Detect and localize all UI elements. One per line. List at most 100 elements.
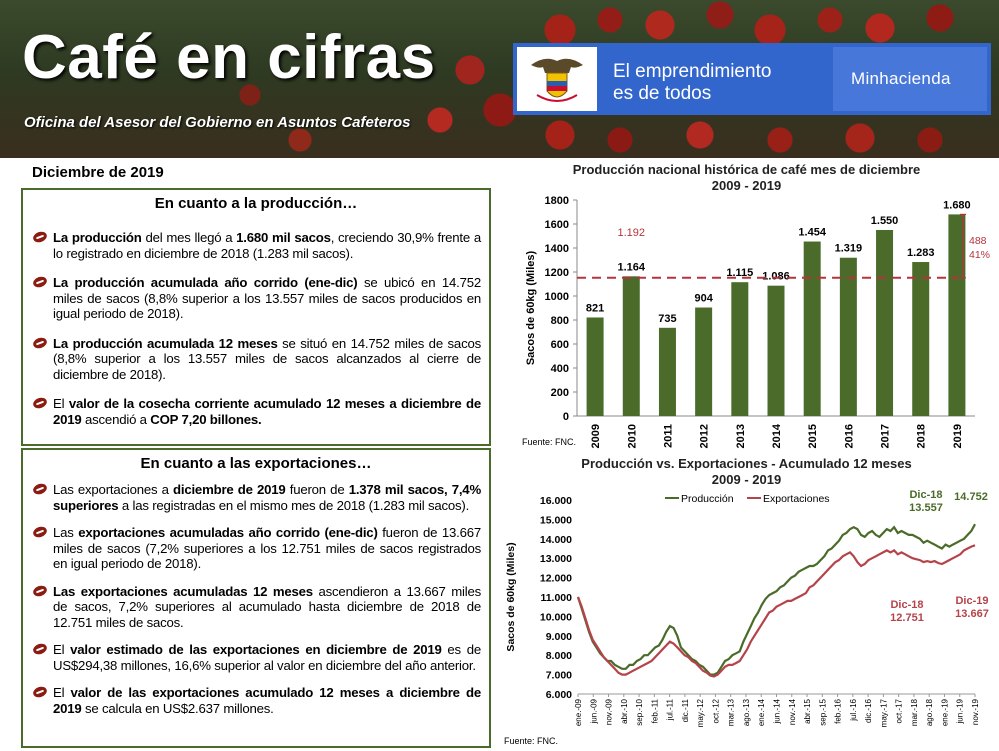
x-tick-label: nov.-19 (971, 698, 980, 725)
bar (767, 285, 785, 416)
bar (695, 307, 713, 416)
delta-percent-label: 41% (969, 249, 990, 261)
coffee-bean-icon (31, 229, 49, 245)
bar (622, 276, 640, 416)
exports-series-line (576, 544, 976, 678)
production-panel-title: En cuanto a la producción… (154, 195, 358, 212)
bar-chart: 0 200 400 600 800 1000 1200 1400 1600 1800 Sacos d… (525, 195, 990, 448)
coffee-bean-icon (31, 274, 49, 290)
x-tick-label: feb.-11 (650, 698, 659, 723)
coffee-bean-icon (31, 524, 49, 540)
bar-chart-source: Fuente: FNC. (522, 437, 577, 447)
bullet-item: La producción acumulada 12 meses se situ… (31, 335, 481, 383)
coffee-bean-icon (31, 684, 49, 700)
delta-value-label: 488 (969, 235, 987, 247)
y-axis-label: Sacos de 60kg (Miles) (505, 542, 517, 651)
x-tick-label: jun.-14 (773, 698, 782, 724)
bar-value-label: 735 (658, 313, 676, 325)
reference-line-label: 1.192 (618, 227, 646, 239)
annotation-label: Dic-19 (954, 488, 987, 490)
coffee-bean-icon (31, 481, 49, 497)
line-chart-title-text: Producción vs. Exportaciones - Acumulado… (581, 456, 912, 471)
x-tick-label: 2011 (662, 424, 674, 448)
bullet-item: Las exportaciones acumuladas año corrido… (31, 524, 481, 572)
bullet-emphasis: La producción (53, 230, 142, 245)
x-tick-label: ene.-19 (940, 698, 949, 726)
annotation-label: Dic-18 (890, 599, 923, 611)
annotation-label: Dic-19 (955, 595, 988, 607)
government-slogan: El emprendimiento es de todos (613, 61, 772, 104)
x-tick-label: jun.-19 (956, 698, 965, 724)
coffee-bean-icon (31, 583, 49, 598)
x-tick-label: dic.-16 (864, 698, 873, 723)
line-chart-source: Fuente: FNC. (504, 736, 559, 746)
y-axis-label: Sacos de 60kg (Miles) (525, 251, 537, 366)
exports-panel: En cuanto a las exportaciones… Las expor… (21, 448, 491, 748)
x-tick-label: jun.-09 (589, 698, 598, 724)
site-subtitle: Oficina del Asesor del Gobierno en Asunt… (24, 114, 411, 131)
coffee-bean-icon (31, 641, 49, 657)
production-series-line (576, 523, 976, 676)
bar (839, 257, 857, 416)
x-tick-label: ago.-13 (742, 698, 751, 726)
bullet-emphasis: diciembre de 2019 (173, 482, 286, 497)
production-panel: En cuanto a la producción… La producción… (21, 188, 491, 446)
bar-value-label: 1.164 (618, 261, 646, 273)
header-banner: Café en cifras Oficina del Asesor del Go… (0, 0, 999, 158)
exports-panel-title: En cuanto a las exportaciones… (140, 455, 372, 472)
x-tick-label: jul.-11 (666, 698, 675, 721)
bullet-emphasis: valor de las exportaciones acumulado 12 … (53, 685, 481, 716)
production-list: La producción del mes llegó a 1.680 mil … (23, 229, 489, 427)
x-tick-label: oct.-17 (895, 698, 904, 723)
x-tick-label: 2015 (807, 424, 819, 448)
ministry-name: Minhacienda (851, 69, 951, 88)
bar (912, 262, 930, 416)
annotation-label: Dic-18 (909, 489, 942, 501)
ministry-badge: Minhacienda (833, 47, 987, 111)
bar (876, 230, 894, 416)
y-tick-label: 15.000 (540, 514, 572, 526)
x-tick-label: 2018 (916, 424, 928, 448)
bullet-emphasis: 1.680 mil sacos (236, 230, 331, 245)
x-tick-label: 2010 (626, 424, 638, 448)
bullet-emphasis: COP 7,20 billones. (150, 411, 262, 427)
annotation-value: 13.667 (955, 608, 989, 620)
y-tick-label: 16.000 (540, 495, 572, 507)
y-tick-label: 800 (551, 315, 569, 327)
x-tick-label: nov.-09 (605, 698, 614, 725)
bullet-item: Las exportaciones a diciembre de 2019 fu… (31, 481, 481, 513)
bullet-item: La producción del mes llegó a 1.680 mil … (31, 229, 481, 261)
bullet-item: El valor de la cosecha corriente acumula… (31, 395, 481, 427)
bullet-emphasis: La producción acumulada año corrido (ene… (53, 275, 358, 290)
annotation-value: 14.752 (954, 491, 988, 503)
bar (731, 282, 749, 416)
line-chart-subtitle: 2009 - 2019 (711, 472, 782, 487)
line-chart-title: Producción vs. Exportaciones - Acumulado… (500, 456, 993, 488)
x-tick-label: ene.-14 (757, 698, 766, 726)
y-tick-label: 10.000 (540, 611, 572, 623)
x-tick-label: oct.-12 (711, 698, 720, 723)
coat-of-arms-icon (517, 47, 597, 111)
bullet-emphasis: Las exportaciones acumuladas 12 meses (53, 583, 313, 599)
bar (948, 214, 966, 416)
x-tick-label: nov.-14 (788, 698, 797, 725)
bar (803, 241, 821, 416)
x-tick-label: ene.-09 (574, 698, 583, 726)
x-tick-label: feb.-16 (834, 698, 843, 723)
line-chart: 6.000 7.000 8.000 9.000 10.000 11.000 12.000 13… (505, 488, 989, 727)
y-tick-label: 1600 (545, 219, 569, 231)
bar-value-label: 904 (694, 293, 713, 305)
x-tick-label: 2016 (843, 424, 855, 448)
x-tick-label: abr.-10 (620, 698, 629, 723)
bar-chart-title-text: Producción nacional histórica de café me… (572, 162, 921, 177)
x-tick-label: sep.-15 (818, 698, 827, 725)
annotation-value: 13.557 (909, 502, 943, 514)
bullet-item: La producción acumulada año corrido (ene… (31, 274, 481, 322)
y-tick-label: 14.000 (540, 534, 572, 546)
bullet-emphasis: valor de la cosecha corriente acumulado … (53, 396, 481, 427)
bar-chart-title: Producción nacional histórica de café me… (500, 162, 993, 194)
x-tick-label: 2017 (880, 424, 892, 448)
bar (658, 327, 676, 416)
y-tick-label: 12.000 (540, 573, 572, 585)
bullet-emphasis: 1.378 mil sacos, 7,4% superiores (53, 482, 481, 513)
